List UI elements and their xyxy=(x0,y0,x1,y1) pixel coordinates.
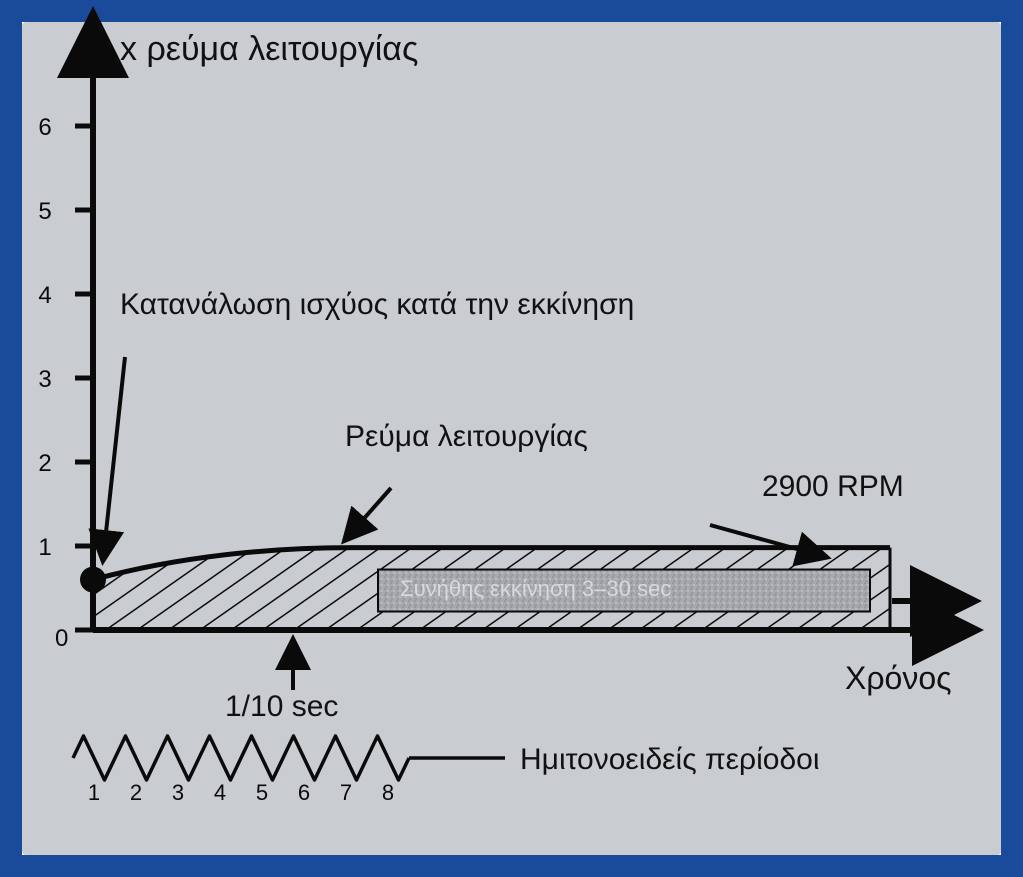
svg-text:3: 3 xyxy=(38,366,51,393)
svg-text:0: 0 xyxy=(55,625,68,652)
time-axis-label: Χρόνος xyxy=(845,660,952,697)
svg-text:1: 1 xyxy=(38,534,51,561)
svg-text:2: 2 xyxy=(38,450,51,477)
svg-text:8: 8 xyxy=(382,780,394,805)
svg-text:4: 4 xyxy=(38,282,51,309)
operating-current-label: Ρεύμα λειτουργίας xyxy=(345,420,588,454)
svg-text:5: 5 xyxy=(38,198,51,225)
svg-text:7: 7 xyxy=(340,780,352,805)
y-axis-title: x ρεύμα λειτουργίας xyxy=(120,30,418,69)
tenth-sec-label: 1/10 sec xyxy=(225,690,338,724)
rpm-label: 2900 RPM xyxy=(762,470,904,504)
svg-text:4: 4 xyxy=(214,780,226,805)
sine-periods-label: Ημιτονοειδείς περίοδοι xyxy=(520,743,820,777)
svg-text:5: 5 xyxy=(256,780,268,805)
svg-text:1: 1 xyxy=(88,780,100,805)
svg-text:2: 2 xyxy=(130,780,142,805)
svg-text:6: 6 xyxy=(298,780,310,805)
inset-box-text: Συνήθης εκκίνηση 3–30 sec xyxy=(400,576,671,602)
startup-power-label: Κατανάλωση ισχύος κατά την εκκίνηση xyxy=(120,288,634,322)
svg-text:3: 3 xyxy=(172,780,184,805)
svg-text:6: 6 xyxy=(38,114,51,141)
